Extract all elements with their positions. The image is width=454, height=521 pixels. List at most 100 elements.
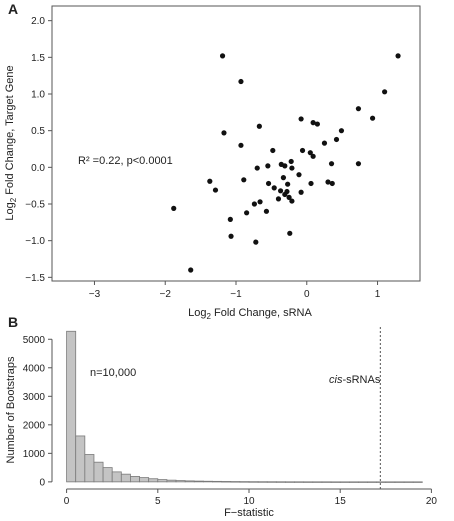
scatter-x-title-subscript: 2	[207, 312, 212, 321]
scatter-y-tick-label: 0.5	[31, 126, 45, 137]
histogram-bar	[184, 480, 195, 483]
scatter-point	[288, 158, 294, 165]
scatter-x-tick-label: −2	[160, 289, 172, 300]
scatter-point	[289, 165, 295, 171]
histogram-bar	[403, 481, 414, 483]
scatter-point	[298, 189, 304, 195]
scatter-point	[263, 208, 270, 214]
scatter-x-tick-label: −3	[89, 289, 101, 300]
scatter-y-tick-label: −1.0	[25, 236, 45, 247]
histogram-bar	[275, 481, 286, 483]
scatter-point	[265, 180, 272, 187]
scatter-point	[254, 165, 260, 171]
scatter-point	[307, 150, 313, 156]
scatter-point	[251, 201, 257, 207]
scatter-y-tick-label: 1.0	[31, 90, 45, 101]
scatter-point	[241, 177, 247, 183]
scatter-point	[325, 179, 331, 185]
histogram-bar	[212, 480, 223, 483]
scatter-plot-frame	[51, 5, 421, 282]
scatter-y-title-rest: Fold Change, Target Gene	[4, 65, 16, 198]
histogram-bar	[257, 481, 268, 483]
scatter-point	[207, 178, 213, 184]
scatter-point	[328, 161, 335, 167]
scatter-point	[314, 121, 320, 127]
cis-srna-label: cis-sRNAs	[329, 374, 381, 386]
histogram-bar	[221, 481, 232, 483]
scatter-point	[310, 120, 316, 126]
histogram-bar	[285, 481, 296, 483]
scatter-point	[275, 196, 282, 202]
scatter-point	[329, 180, 335, 187]
histogram-bar	[266, 481, 277, 483]
scatter-point	[212, 187, 219, 193]
scatter-point	[253, 239, 259, 245]
histogram-bars	[66, 330, 423, 483]
scatter-x-tick-label: −1	[230, 289, 242, 300]
histogram-x-tick-label: 15	[335, 496, 347, 507]
histogram-bar	[84, 454, 95, 483]
scatter-point	[355, 106, 362, 112]
scatter-y-axis-title: Log2 Fold Change, Target Gene	[4, 65, 18, 220]
scatter-y-title-subscript: 2	[9, 197, 18, 202]
histogram-y-tick-label: 5000	[23, 335, 46, 346]
scatter-point	[227, 216, 233, 222]
scatter-y-tick-label: −0.5	[25, 200, 45, 211]
histogram-bar	[111, 471, 122, 483]
panel-b-label: B	[8, 314, 18, 330]
histogram-bar	[130, 476, 140, 483]
histogram-bar	[66, 330, 77, 483]
scatter-point	[188, 267, 194, 273]
cis-srna-label-italic: cis	[329, 374, 343, 386]
scatter-point	[382, 89, 388, 95]
scatter-point	[289, 198, 295, 204]
histogram-bar	[166, 479, 177, 483]
histogram-bar	[339, 481, 350, 483]
scatter-x-axis-title: Log2 Fold Change, sRNA	[188, 307, 312, 321]
histogram-bar	[312, 481, 323, 483]
histogram-y-tick-label: 1000	[23, 449, 46, 460]
scatter-point	[280, 175, 287, 181]
scatter-point	[298, 116, 304, 122]
scatter-point	[355, 161, 362, 167]
histogram-axes: 0 5 10 15 20 0 1000 2000 3000 4000 5000	[23, 335, 438, 507]
scatter-point	[244, 210, 250, 216]
histogram-bar	[102, 467, 113, 483]
histogram-bar	[93, 461, 104, 483]
scatter-point	[286, 194, 292, 200]
scatter-point	[333, 136, 340, 143]
histogram-bar	[330, 481, 341, 483]
scatter-point	[287, 230, 293, 236]
histogram-annotation: n=10,000	[90, 367, 136, 379]
scatter-y-tick-label: −1.5	[25, 273, 45, 284]
scatter-point	[282, 191, 288, 198]
histogram-bar	[376, 481, 387, 483]
scatter-point	[219, 53, 226, 59]
scatter-point	[271, 185, 277, 191]
scatter-point	[257, 199, 263, 205]
histogram-bar	[230, 481, 241, 483]
histogram-bar	[294, 481, 305, 483]
scatter-points	[171, 53, 401, 273]
histogram-bar	[394, 481, 405, 483]
histogram-bar	[348, 481, 359, 483]
scatter-y-title-main: Log	[4, 202, 16, 220]
scatter-point	[310, 153, 316, 159]
scatter-x-title-rest: Fold Change, sRNA	[211, 307, 313, 319]
histogram-bar	[139, 477, 150, 483]
scatter-point	[296, 172, 302, 178]
scatter-point	[171, 205, 177, 211]
histogram-y-tick-label: 3000	[23, 392, 46, 403]
histogram-bar	[175, 480, 186, 483]
histogram-panel: B 0 5 10 15 20 0 1000 2000 3000 4000 5000 n=10,000…	[5, 314, 437, 519]
histogram-bar	[385, 481, 396, 483]
scatter-point	[369, 115, 376, 121]
histogram-bar	[193, 480, 204, 483]
histogram-x-tick-label: 5	[155, 496, 161, 507]
scatter-point	[395, 53, 401, 59]
scatter-point	[238, 142, 244, 148]
histogram-bar	[202, 480, 213, 483]
scatter-y-tick-label: 2.0	[31, 16, 45, 27]
histogram-bar	[358, 481, 368, 483]
